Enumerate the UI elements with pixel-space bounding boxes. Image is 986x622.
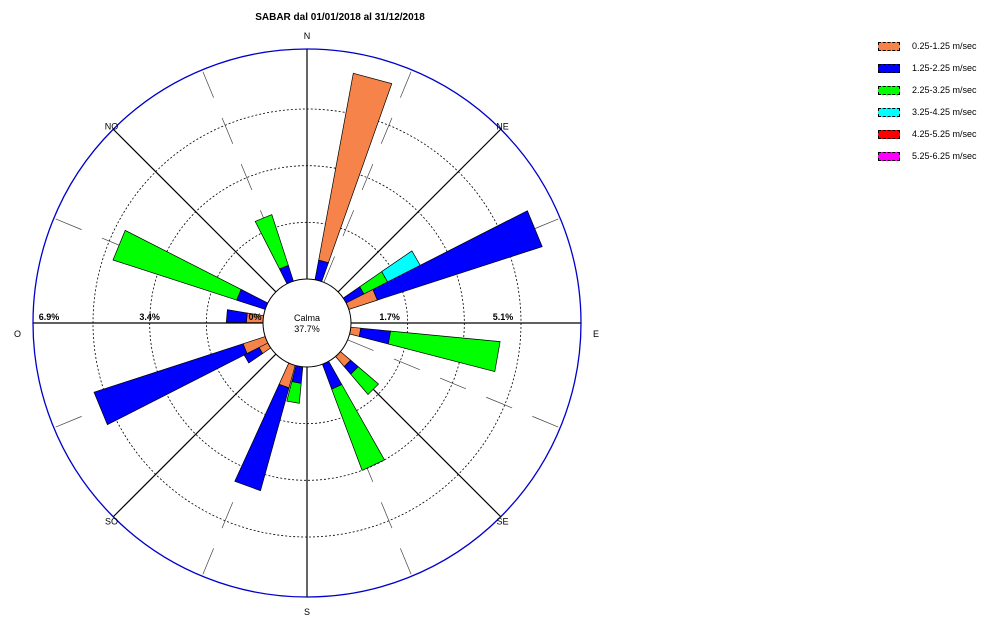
legend: 0.25-1.25 m/sec 1.25-2.25 m/sec 2.25-3.25 … xyxy=(878,35,977,167)
legend-swatch xyxy=(878,64,900,73)
calm-label: Calma xyxy=(294,313,320,323)
legend-swatch xyxy=(878,86,900,95)
legend-label: 4.25-5.25 m/sec xyxy=(912,129,977,139)
tick-label-left-0: 6.9% xyxy=(39,312,60,322)
calm-value: 37.7% xyxy=(294,324,320,334)
direction-label-n: N xyxy=(304,31,311,41)
legend-item: 1.25-2.25 m/sec xyxy=(878,57,977,79)
bar-sector-0-band-1 xyxy=(315,260,328,281)
tick-label-left-2: 0% xyxy=(248,312,261,322)
legend-item: 0.25-1.25 m/sec xyxy=(878,35,977,57)
legend-label: 0.25-1.25 m/sec xyxy=(912,41,977,51)
direction-label-so: SO xyxy=(105,517,118,527)
direction-label-e: E xyxy=(593,329,599,339)
bar-sector-5-band-1 xyxy=(226,310,247,323)
direction-label-o: O xyxy=(14,329,21,339)
bar-sector-6-band-1 xyxy=(359,328,390,344)
legend-swatch xyxy=(878,42,900,51)
calm-circle xyxy=(263,279,351,367)
direction-label-se: SE xyxy=(496,517,508,527)
bar-sector-12-band-1 xyxy=(94,344,247,425)
legend-swatch xyxy=(878,152,900,161)
bar-sector-8-band-1 xyxy=(322,361,341,389)
direction-label-s: S xyxy=(304,607,310,617)
bar-sector-10-band-1 xyxy=(235,384,289,490)
legend-swatch xyxy=(878,130,900,139)
legend-label: 5.25-6.25 m/sec xyxy=(912,151,977,161)
legend-item: 3.25-4.25 m/sec xyxy=(878,101,977,123)
legend-item: 2.25-3.25 m/sec xyxy=(878,79,977,101)
direction-label-ne: NE xyxy=(496,121,509,131)
tick-label-right-0: 1.7% xyxy=(379,312,400,322)
legend-swatch xyxy=(878,108,900,117)
bar-sector-6-band-2 xyxy=(388,331,500,372)
legend-item: 4.25-5.25 m/sec xyxy=(878,123,977,145)
legend-label: 3.25-4.25 m/sec xyxy=(912,107,977,117)
legend-item: 5.25-6.25 m/sec xyxy=(878,145,977,167)
chart-title: SABAR dal 01/01/2018 al 31/12/2018 xyxy=(255,12,425,23)
bar-sector-6-band-0 xyxy=(350,327,361,336)
tick-label-left-1: 3.4% xyxy=(139,312,160,322)
legend-label: 1.25-2.25 m/sec xyxy=(912,63,977,73)
bar-sector-4-band-1 xyxy=(237,289,268,309)
bar-sector-8-band-2 xyxy=(332,385,385,471)
bar-sector-3-band-1 xyxy=(373,211,542,300)
bar-sector-4-band-2 xyxy=(113,230,241,300)
bar-sector-1-band-2 xyxy=(255,215,288,269)
bar-sector-0-band-6 xyxy=(319,73,392,262)
tick-label-right-1: 5.1% xyxy=(493,312,514,322)
legend-label: 2.25-3.25 m/sec xyxy=(912,85,977,95)
direction-label-no: NO xyxy=(105,121,119,131)
